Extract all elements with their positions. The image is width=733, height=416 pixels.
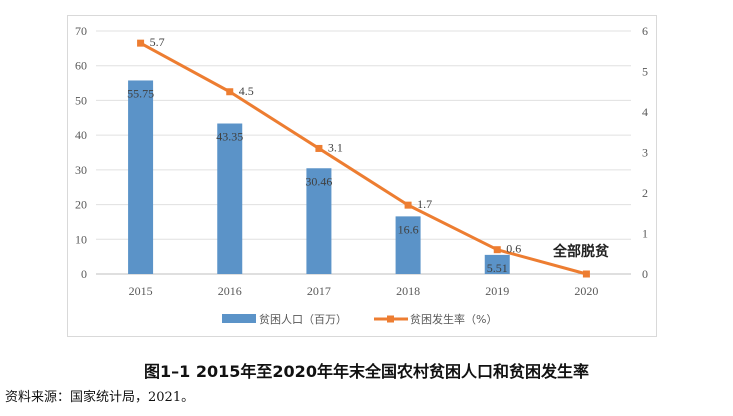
line-data-label: 3.1 bbox=[328, 140, 343, 154]
right-axis-tick: 4 bbox=[642, 105, 648, 119]
left-axis-tick: 50 bbox=[75, 93, 87, 107]
x-axis-tick: 2019 bbox=[485, 284, 509, 298]
line-data-label: 0.6 bbox=[506, 242, 521, 256]
bar-data-label: 30.46 bbox=[305, 174, 332, 188]
line-data-label: 1.7 bbox=[417, 197, 432, 211]
legend-bar-swatch bbox=[222, 314, 256, 323]
left-axis-tick: 70 bbox=[75, 24, 87, 38]
line-marker bbox=[582, 270, 590, 278]
line-marker bbox=[315, 144, 323, 152]
figure-source: 资料来源：国家统计局，2021。 bbox=[5, 390, 195, 405]
right-axis-tick: 3 bbox=[642, 146, 648, 160]
left-axis-tick: 0 bbox=[81, 267, 87, 281]
left-axis-tick: 30 bbox=[75, 163, 87, 177]
line-marker bbox=[226, 88, 234, 96]
right-axis-tick: 6 bbox=[642, 24, 648, 38]
bar bbox=[128, 80, 154, 274]
left-axis-tick: 60 bbox=[75, 59, 87, 73]
figure-title: 图1–1 2015年至2020年年末全国农村贫困人口和贫困发生率 bbox=[144, 362, 589, 381]
line-marker bbox=[137, 39, 145, 47]
x-axis-tick: 2015 bbox=[129, 284, 153, 298]
line-data-label: 4.5 bbox=[239, 84, 254, 98]
chart: 0 10 20 30 40 50 60 70 0 1 2 3 4 5 6 2015 2016 2017 2018 20… bbox=[75, 24, 648, 326]
bar-data-label: 55.75 bbox=[127, 86, 154, 100]
legend-line-label: 贫困发生率（%） bbox=[410, 312, 497, 326]
bar bbox=[306, 168, 332, 274]
legend-bar-label: 贫困人口（百万） bbox=[259, 312, 347, 326]
right-axis-tick: 5 bbox=[642, 65, 648, 79]
bar-data-label: 43.35 bbox=[216, 130, 243, 144]
x-axis-tick: 2018 bbox=[396, 284, 420, 298]
chart-frame bbox=[67, 15, 657, 337]
bar bbox=[484, 254, 510, 274]
annotation: 全部脱贫 bbox=[552, 243, 610, 260]
right-axis-tick: 2 bbox=[642, 186, 648, 200]
bar-data-label: 16.6 bbox=[398, 222, 419, 236]
x-axis-tick: 2016 bbox=[218, 284, 242, 298]
legend-line-marker bbox=[387, 315, 394, 323]
line-marker bbox=[493, 246, 501, 254]
x-axis-tick: 2017 bbox=[307, 284, 331, 298]
x-axis-tick: 2020 bbox=[574, 284, 598, 298]
bar bbox=[217, 123, 243, 274]
line-marker bbox=[404, 201, 412, 209]
bar bbox=[395, 216, 421, 274]
bar-data-label: 5.51 bbox=[487, 261, 508, 275]
left-axis-tick: 10 bbox=[75, 232, 87, 246]
right-axis-tick: 0 bbox=[642, 267, 648, 281]
line-series bbox=[139, 41, 587, 276]
right-axis-tick: 1 bbox=[642, 227, 648, 241]
line-data-label: 5.7 bbox=[150, 35, 165, 49]
left-axis-tick: 40 bbox=[75, 128, 87, 142]
left-axis-tick: 20 bbox=[75, 198, 87, 212]
